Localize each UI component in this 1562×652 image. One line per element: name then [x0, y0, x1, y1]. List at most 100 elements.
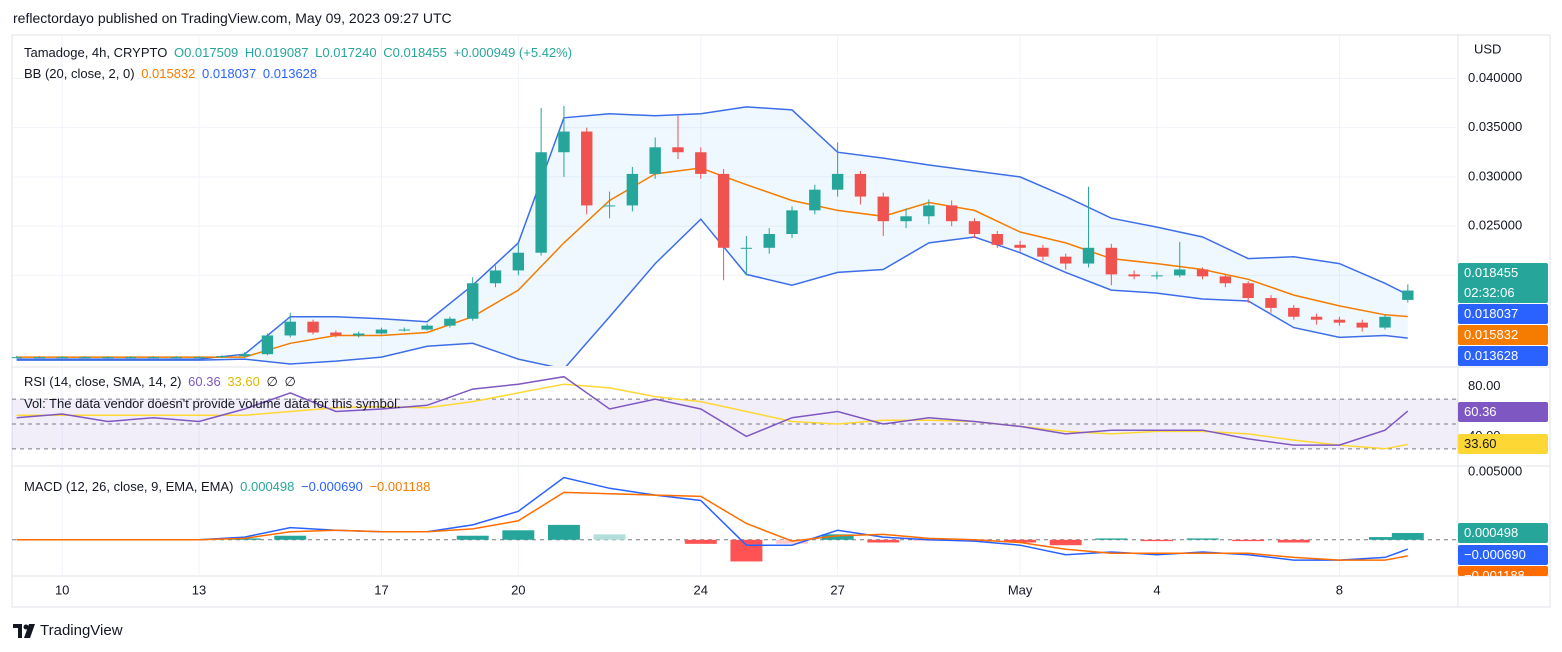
candle-body — [581, 131, 593, 206]
rsi-legend: RSI (14, close, SMA, 14, 2) 60.36 33.60 … — [24, 374, 299, 390]
symbol-title: Tamadoge, 4h, CRYPTO — [24, 45, 168, 60]
candle-body — [603, 205, 616, 207]
y-tick-label: 0.035000 — [1468, 119, 1522, 134]
candle-body — [717, 173, 730, 248]
macd-histogram-bar — [547, 524, 580, 540]
pane — [12, 375, 1458, 450]
macd-tag: −0.000690 — [1458, 545, 1548, 565]
x-tick-label: 8 — [1336, 582, 1343, 597]
candle-body — [1105, 247, 1118, 275]
macd-histogram-bar — [821, 534, 854, 540]
candle-body — [284, 321, 296, 336]
candle-body — [558, 131, 570, 153]
candle-body — [695, 152, 707, 174]
macd-histogram-bar — [1140, 539, 1173, 542]
macd-histogram-bar — [1004, 539, 1037, 543]
candle-body — [1356, 322, 1368, 328]
macd-signal-value: −0.001188 — [369, 479, 431, 494]
candle-body — [352, 333, 365, 336]
candle-body — [1379, 316, 1391, 328]
pane — [12, 476, 1458, 562]
candle-body — [56, 357, 68, 359]
candle-body — [421, 325, 433, 330]
ohlc-change: +0.000949 (+5.42%) — [453, 45, 573, 60]
candle-body — [489, 270, 502, 284]
y-tick-label: 80.00 — [1468, 378, 1501, 393]
macd-histogram-bar — [684, 539, 717, 544]
brand-logo — [13, 624, 35, 638]
rsi-empty: ∅ — [284, 374, 296, 389]
candle-body — [1128, 274, 1140, 277]
candle-body — [467, 283, 479, 319]
candle-body — [626, 173, 639, 206]
candle-body — [444, 318, 456, 326]
candle-body — [12, 357, 23, 359]
candle-body — [877, 196, 889, 222]
candle-body — [375, 329, 388, 334]
bb-upper-tag: 0.018037 — [1458, 304, 1548, 324]
candle-body — [193, 357, 205, 359]
macd-value: −0.000690 — [301, 479, 363, 494]
y-tick-label: 0.025000 — [1468, 218, 1522, 233]
macd-histogram-bar — [1049, 539, 1082, 546]
ohlc-high: H0.019087 — [244, 45, 309, 60]
volume-note: Vol: The data vendor doesn't provide vol… — [24, 396, 401, 411]
macd-hist-tag: 0.000498 — [1458, 523, 1548, 543]
x-tick-label: 13 — [192, 582, 206, 597]
macd-histogram-bar — [1369, 537, 1401, 540]
candle-body — [79, 357, 91, 359]
x-tick-label: 27 — [830, 582, 844, 597]
candle-body — [1310, 316, 1323, 320]
candle-body — [945, 205, 958, 222]
candle-body — [923, 205, 935, 217]
candle-body — [854, 173, 867, 197]
x-tick-label: May — [1008, 582, 1033, 597]
candle-body — [1219, 276, 1232, 284]
candle-body — [124, 357, 137, 359]
x-tick-label: 17 — [374, 582, 388, 597]
candle-body — [1082, 247, 1095, 264]
macd-histogram-bar — [502, 530, 535, 540]
macd-line — [16, 476, 1409, 561]
symbol-legend: Tamadoge, 4h, CRYPTO O0.017509 H0.019087… — [24, 45, 575, 60]
candle-body — [238, 354, 251, 357]
candle-body — [512, 252, 525, 271]
macd-histogram-bar — [1277, 539, 1310, 543]
candle-body — [398, 329, 410, 331]
ohlc-open: O0.017509 — [173, 45, 239, 60]
candle-body — [900, 216, 912, 222]
macd-line — [16, 491, 1408, 561]
ohlc-low: L0.017240 — [315, 45, 377, 60]
macd-histogram-bar — [867, 539, 900, 543]
candle-body — [535, 152, 547, 253]
candle-body — [831, 173, 844, 190]
macd-title: MACD (12, 26, close, 9, EMA, EMA) — [24, 479, 234, 494]
last-price: 0.018455 — [1464, 265, 1519, 280]
y-tick-label: 0.005000 — [1468, 464, 1522, 479]
macd-histogram-bar — [593, 534, 626, 540]
axis-unit: USD — [1474, 41, 1501, 56]
candle-body — [1196, 269, 1209, 277]
publish-header: reflectordayo published on TradingView.c… — [13, 10, 452, 26]
rsi-value: 60.36 — [188, 374, 221, 389]
candle-body — [1174, 269, 1186, 276]
ohlc-close: C0.018455 — [383, 45, 447, 60]
y-tick-label: 0.030000 — [1468, 168, 1522, 183]
bb-basis: 0.015832 — [141, 66, 196, 81]
candle-body — [1014, 244, 1026, 248]
candle-body — [1151, 275, 1163, 277]
pane — [12, 77, 1458, 366]
brand-name: TradingView — [40, 622, 123, 639]
rsi-sma-value: 33.60 — [227, 374, 260, 389]
macd-legend: MACD (12, 26, close, 9, EMA, EMA) 0.0004… — [24, 479, 433, 494]
x-tick-label: 10 — [55, 582, 69, 597]
x-tick-label: 20 — [511, 582, 525, 597]
macd-histogram-bar — [1232, 539, 1265, 542]
rsi-sma-tag: 33.60 — [1458, 434, 1548, 454]
rsi-title: RSI (14, close, SMA, 14, 2) — [24, 374, 182, 389]
rsi-empty: ∅ — [266, 374, 278, 389]
candle-body — [1288, 307, 1300, 317]
candle-body — [307, 321, 319, 333]
